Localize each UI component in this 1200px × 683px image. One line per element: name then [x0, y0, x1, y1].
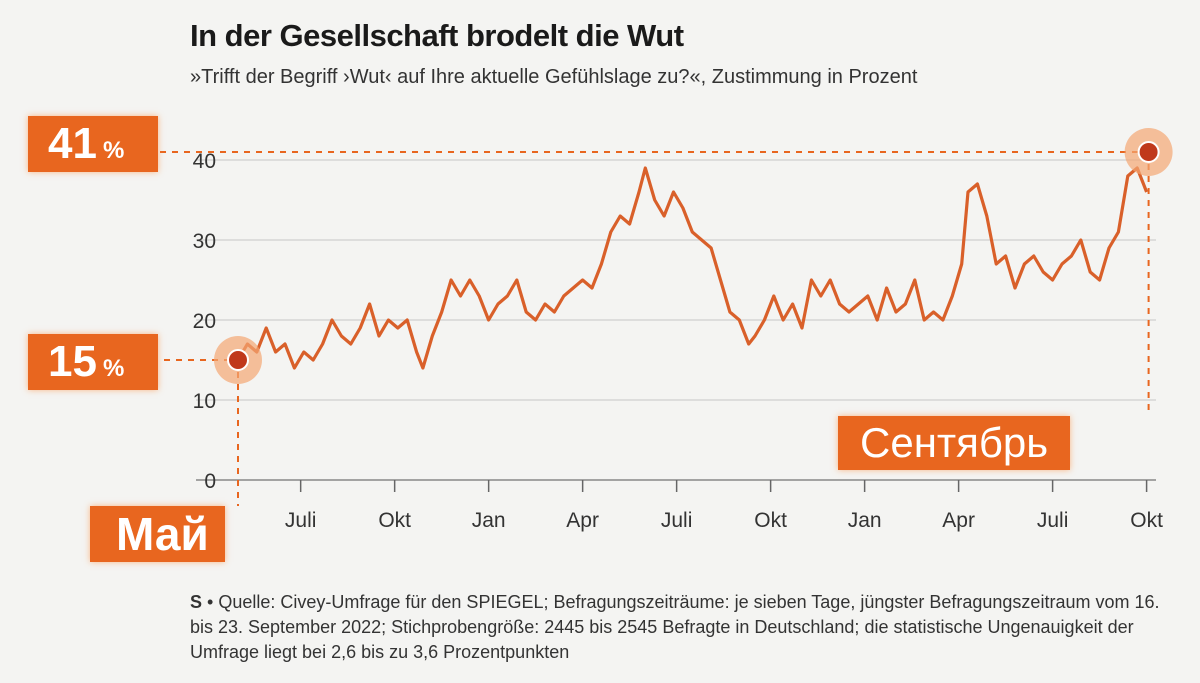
end-month-callout: Сентябрь: [838, 416, 1071, 470]
chart-title: In der Gesellschaft brodelt die Wut: [190, 18, 684, 53]
x-tick-label: Okt: [754, 509, 787, 532]
spiegel-logo: S: [190, 592, 203, 612]
y-tick-label: 30: [193, 230, 216, 253]
x-tick-label: Juli: [661, 509, 693, 532]
start-value-label: 15: [48, 337, 97, 386]
end-marker: [1137, 141, 1160, 163]
x-tick-label: Juli: [1037, 509, 1069, 532]
source-note: S • Quelle: Civey-Umfrage für den SPIEGE…: [190, 590, 1170, 665]
start-value-callout: 15%: [28, 334, 158, 390]
start-marker: [227, 349, 249, 371]
y-tick-label: 20: [193, 310, 216, 333]
x-tick-label: Okt: [378, 509, 411, 532]
x-tick-label: Apr: [566, 509, 599, 532]
x-tick-label: Okt: [1130, 509, 1163, 532]
series-line: [236, 166, 1149, 370]
percent-sign: %: [102, 137, 125, 164]
start-month-callout: Май: [90, 506, 225, 562]
x-tick-label: Jan: [848, 509, 882, 532]
guide-lines: [128, 151, 1150, 506]
y-tick-label: 40: [193, 150, 216, 173]
y-tick-label: 10: [193, 390, 216, 413]
x-tick-labels: Juli Okt Jan Apr Juli Okt Jan Apr Juli Okt: [285, 480, 1163, 532]
end-value-label: 41: [48, 119, 97, 168]
x-tick-label: Apr: [942, 509, 975, 532]
percent-sign: %: [102, 355, 125, 382]
chart-subtitle: »Trifft der Begriff ›Wut‹ auf Ihre aktue…: [190, 66, 918, 88]
x-tick-label: Juli: [285, 509, 317, 532]
end-value-callout: 41%: [28, 116, 158, 172]
source-text: • Quelle: Civey-Umfrage für den SPIEGEL;…: [190, 592, 1160, 662]
y-tick-label: 0: [204, 470, 216, 493]
markers: [214, 128, 1173, 384]
x-tick-label: Jan: [472, 509, 506, 532]
y-tick-labels: 0 10 20 30 40: [193, 150, 216, 493]
